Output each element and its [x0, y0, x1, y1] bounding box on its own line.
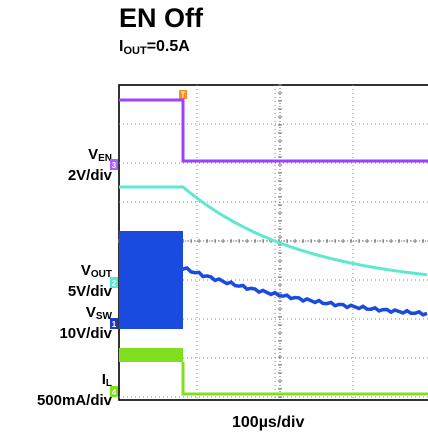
ven-name-sub: EN — [98, 153, 112, 164]
channel-marker-il — [110, 386, 118, 397]
subtitle-suffix: =0.5A — [146, 38, 190, 55]
channel-marker-ven-label: 3 — [112, 161, 117, 170]
ven-scale: 2V/div — [67, 167, 112, 184]
chart-title: EN Off — [119, 3, 203, 33]
channel-label-vsw: VSW 10V/div — [59, 304, 112, 342]
channel-marker-vout-label: 2 — [112, 279, 117, 288]
trace-vout — [119, 185, 428, 277]
vout-name-main: V — [80, 262, 91, 279]
vsw-scale: 10V/div — [59, 325, 112, 342]
il-name-main: I — [101, 371, 106, 388]
trace-vsw — [181, 266, 428, 317]
trace-il — [181, 362, 428, 396]
channel-label-ven: VEN 2V/div — [68, 146, 112, 184]
trigger-marker — [179, 90, 187, 99]
subtitle-prefix: I — [119, 38, 124, 55]
vsw-name-main: V — [85, 304, 96, 321]
vout-scale: 5V/div — [67, 283, 112, 300]
vsw-name-sub: SW — [95, 311, 112, 322]
channel-marker-vout — [110, 277, 118, 288]
trace-il-ripple — [119, 348, 183, 362]
channel-marker-il-label: 4 — [112, 388, 117, 397]
trace-ven — [119, 98, 428, 163]
subtitle-sub: OUT — [123, 45, 147, 57]
chart-subtitle: IOUT=0.5A — [119, 37, 190, 61]
channel-marker-vsw — [110, 318, 118, 329]
trigger-marker-label: T — [181, 91, 186, 100]
ven-name-main: V — [88, 146, 99, 163]
trace-vsw-switching — [119, 231, 183, 329]
channel-label-vout: VOUT 5V/div — [68, 262, 112, 300]
il-scale: 500mA/div — [36, 392, 112, 409]
x-axis-label: 100µs/div — [232, 414, 305, 431]
vout-name-sub: OUT — [90, 269, 112, 280]
channel-marker-ven — [110, 159, 118, 170]
channel-marker-vsw-label: 1 — [112, 320, 117, 329]
il-name-sub: L — [105, 378, 112, 389]
channel-label-il: IL 500mA/div — [37, 371, 112, 409]
